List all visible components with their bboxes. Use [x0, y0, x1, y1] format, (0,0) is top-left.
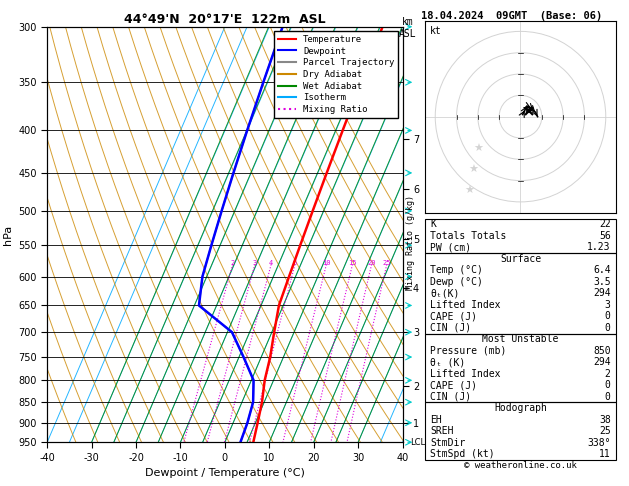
- Text: Most Unstable: Most Unstable: [482, 334, 559, 344]
- Text: 3: 3: [605, 300, 611, 310]
- Text: 0: 0: [605, 323, 611, 333]
- Y-axis label: hPa: hPa: [3, 225, 13, 244]
- Text: θₜ (K): θₜ (K): [430, 357, 465, 367]
- Text: StmSpd (kt): StmSpd (kt): [430, 449, 495, 459]
- Text: 3.5: 3.5: [593, 277, 611, 287]
- Text: 6.4: 6.4: [593, 265, 611, 276]
- Text: kt: kt: [430, 26, 442, 36]
- Text: ★: ★: [473, 144, 483, 154]
- Text: θₜ(K): θₜ(K): [430, 288, 460, 298]
- Text: Lifted Index: Lifted Index: [430, 369, 501, 379]
- Text: 56: 56: [599, 231, 611, 241]
- Text: Pressure (mb): Pressure (mb): [430, 346, 507, 356]
- Text: Dewp (°C): Dewp (°C): [430, 277, 483, 287]
- Text: km
ASL: km ASL: [399, 17, 416, 38]
- Text: CIN (J): CIN (J): [430, 323, 472, 333]
- Text: StmDir: StmDir: [430, 438, 465, 448]
- Text: Lifted Index: Lifted Index: [430, 300, 501, 310]
- Text: 6: 6: [292, 260, 297, 266]
- Text: 0: 0: [605, 380, 611, 390]
- Text: 15: 15: [348, 260, 357, 266]
- Legend: Temperature, Dewpoint, Parcel Trajectory, Dry Adiabat, Wet Adiabat, Isotherm, Mi: Temperature, Dewpoint, Parcel Trajectory…: [274, 31, 398, 118]
- Text: Mixing Ratio (g/kg): Mixing Ratio (g/kg): [406, 195, 415, 291]
- Text: Surface: Surface: [500, 254, 541, 264]
- Text: 0: 0: [605, 392, 611, 402]
- Text: © weatheronline.co.uk: © weatheronline.co.uk: [464, 461, 577, 470]
- Text: 294: 294: [593, 357, 611, 367]
- Text: 0: 0: [605, 312, 611, 321]
- Text: EH: EH: [430, 415, 442, 425]
- Text: 20: 20: [367, 260, 376, 266]
- Text: PW (cm): PW (cm): [430, 243, 472, 252]
- Text: 2: 2: [230, 260, 235, 266]
- Text: 294: 294: [593, 288, 611, 298]
- Text: 1.23: 1.23: [587, 243, 611, 252]
- X-axis label: Dewpoint / Temperature (°C): Dewpoint / Temperature (°C): [145, 468, 305, 478]
- Title: 44°49'N  20°17'E  122m  ASL: 44°49'N 20°17'E 122m ASL: [124, 13, 326, 26]
- Text: 25: 25: [382, 260, 391, 266]
- Text: CAPE (J): CAPE (J): [430, 380, 477, 390]
- Text: 2: 2: [605, 369, 611, 379]
- Text: 11: 11: [599, 449, 611, 459]
- Text: 18.04.2024  09GMT  (Base: 06): 18.04.2024 09GMT (Base: 06): [421, 11, 603, 21]
- Text: CIN (J): CIN (J): [430, 392, 472, 402]
- Text: SREH: SREH: [430, 426, 454, 436]
- Text: 4: 4: [269, 260, 273, 266]
- Text: ★: ★: [469, 165, 479, 175]
- Text: ★: ★: [464, 186, 474, 196]
- Text: 3: 3: [252, 260, 257, 266]
- Text: Totals Totals: Totals Totals: [430, 231, 507, 241]
- Text: Hodograph: Hodograph: [494, 403, 547, 413]
- Text: LCL: LCL: [409, 438, 425, 447]
- Text: CAPE (J): CAPE (J): [430, 312, 477, 321]
- Text: 338°: 338°: [587, 438, 611, 448]
- Text: K: K: [430, 220, 436, 229]
- Text: 850: 850: [593, 346, 611, 356]
- Text: 10: 10: [322, 260, 330, 266]
- Text: Temp (°C): Temp (°C): [430, 265, 483, 276]
- Text: 22: 22: [599, 220, 611, 229]
- Text: 25: 25: [599, 426, 611, 436]
- Text: 38: 38: [599, 415, 611, 425]
